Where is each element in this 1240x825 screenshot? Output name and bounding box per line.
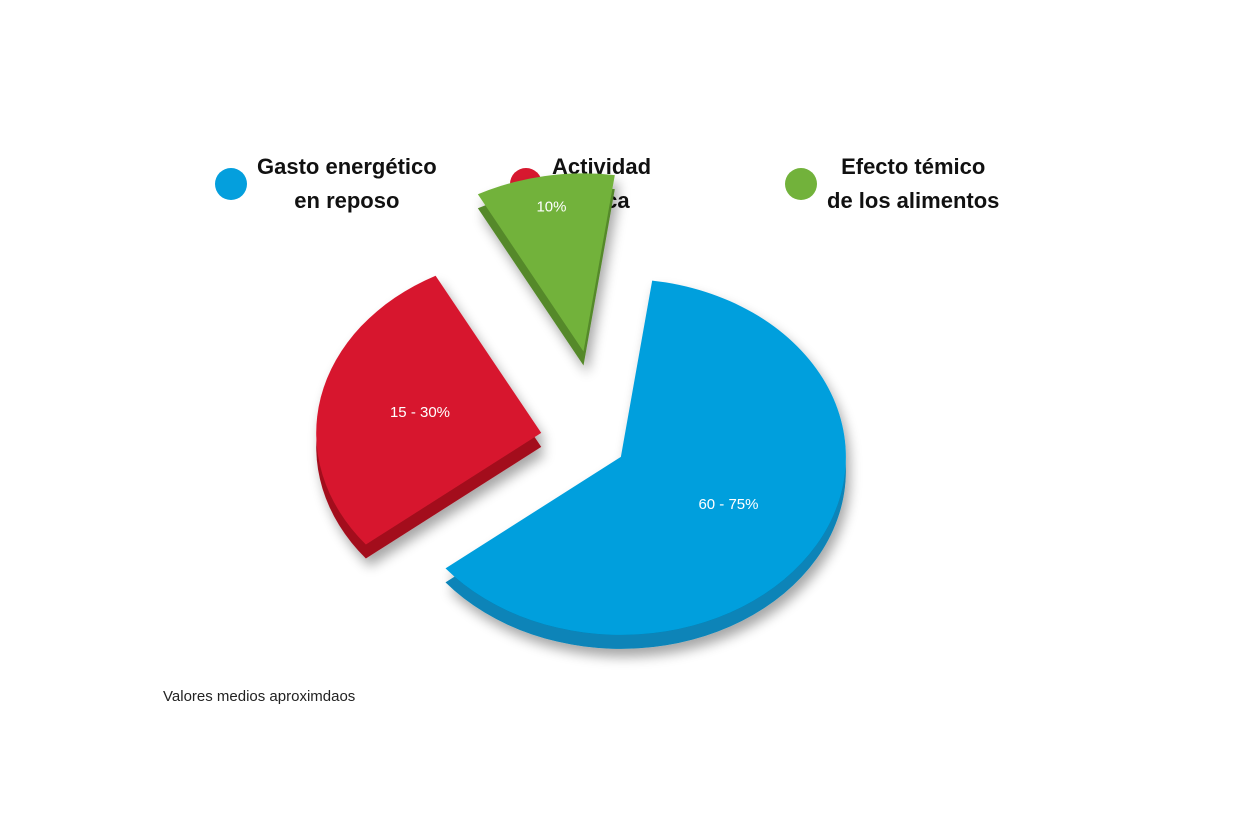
pie-slice-efecto: 10% — [477, 173, 615, 366]
pie-slice-top-reposo — [445, 280, 846, 635]
legend-item-reposo: Gasto energético en reposo — [215, 150, 437, 218]
pie-slice-label-actividad: 15 - 30% — [390, 404, 450, 421]
legend-item-efecto: Efecto témico de los alimentos — [785, 150, 999, 218]
legend-label-reposo-line-1: Gasto energético — [257, 154, 437, 179]
pie-slice-label-efecto: 10% — [536, 199, 566, 216]
legend-swatch-reposo — [215, 168, 247, 200]
pie-slice-reposo: 60 - 75% — [445, 280, 846, 649]
pie-slice-actividad: 15 - 30% — [316, 275, 542, 559]
pie-slice-top-actividad — [316, 275, 542, 545]
pie-slice-label-reposo: 60 - 75% — [698, 496, 758, 513]
footnote: Valores medios aproximdaos — [163, 688, 356, 705]
legend-label-efecto-line-1: Efecto témico — [841, 154, 986, 179]
pie-slice-top-efecto — [477, 173, 615, 352]
legend-label-efecto-line-2: de los alimentos — [827, 188, 1000, 213]
legend-label-reposo-line-2: en reposo — [294, 188, 400, 213]
legend-label-reposo: Gasto energético en reposo — [257, 150, 437, 218]
legend-swatch-efecto — [785, 168, 817, 200]
legend-label-efecto: Efecto témico de los alimentos — [827, 150, 999, 218]
